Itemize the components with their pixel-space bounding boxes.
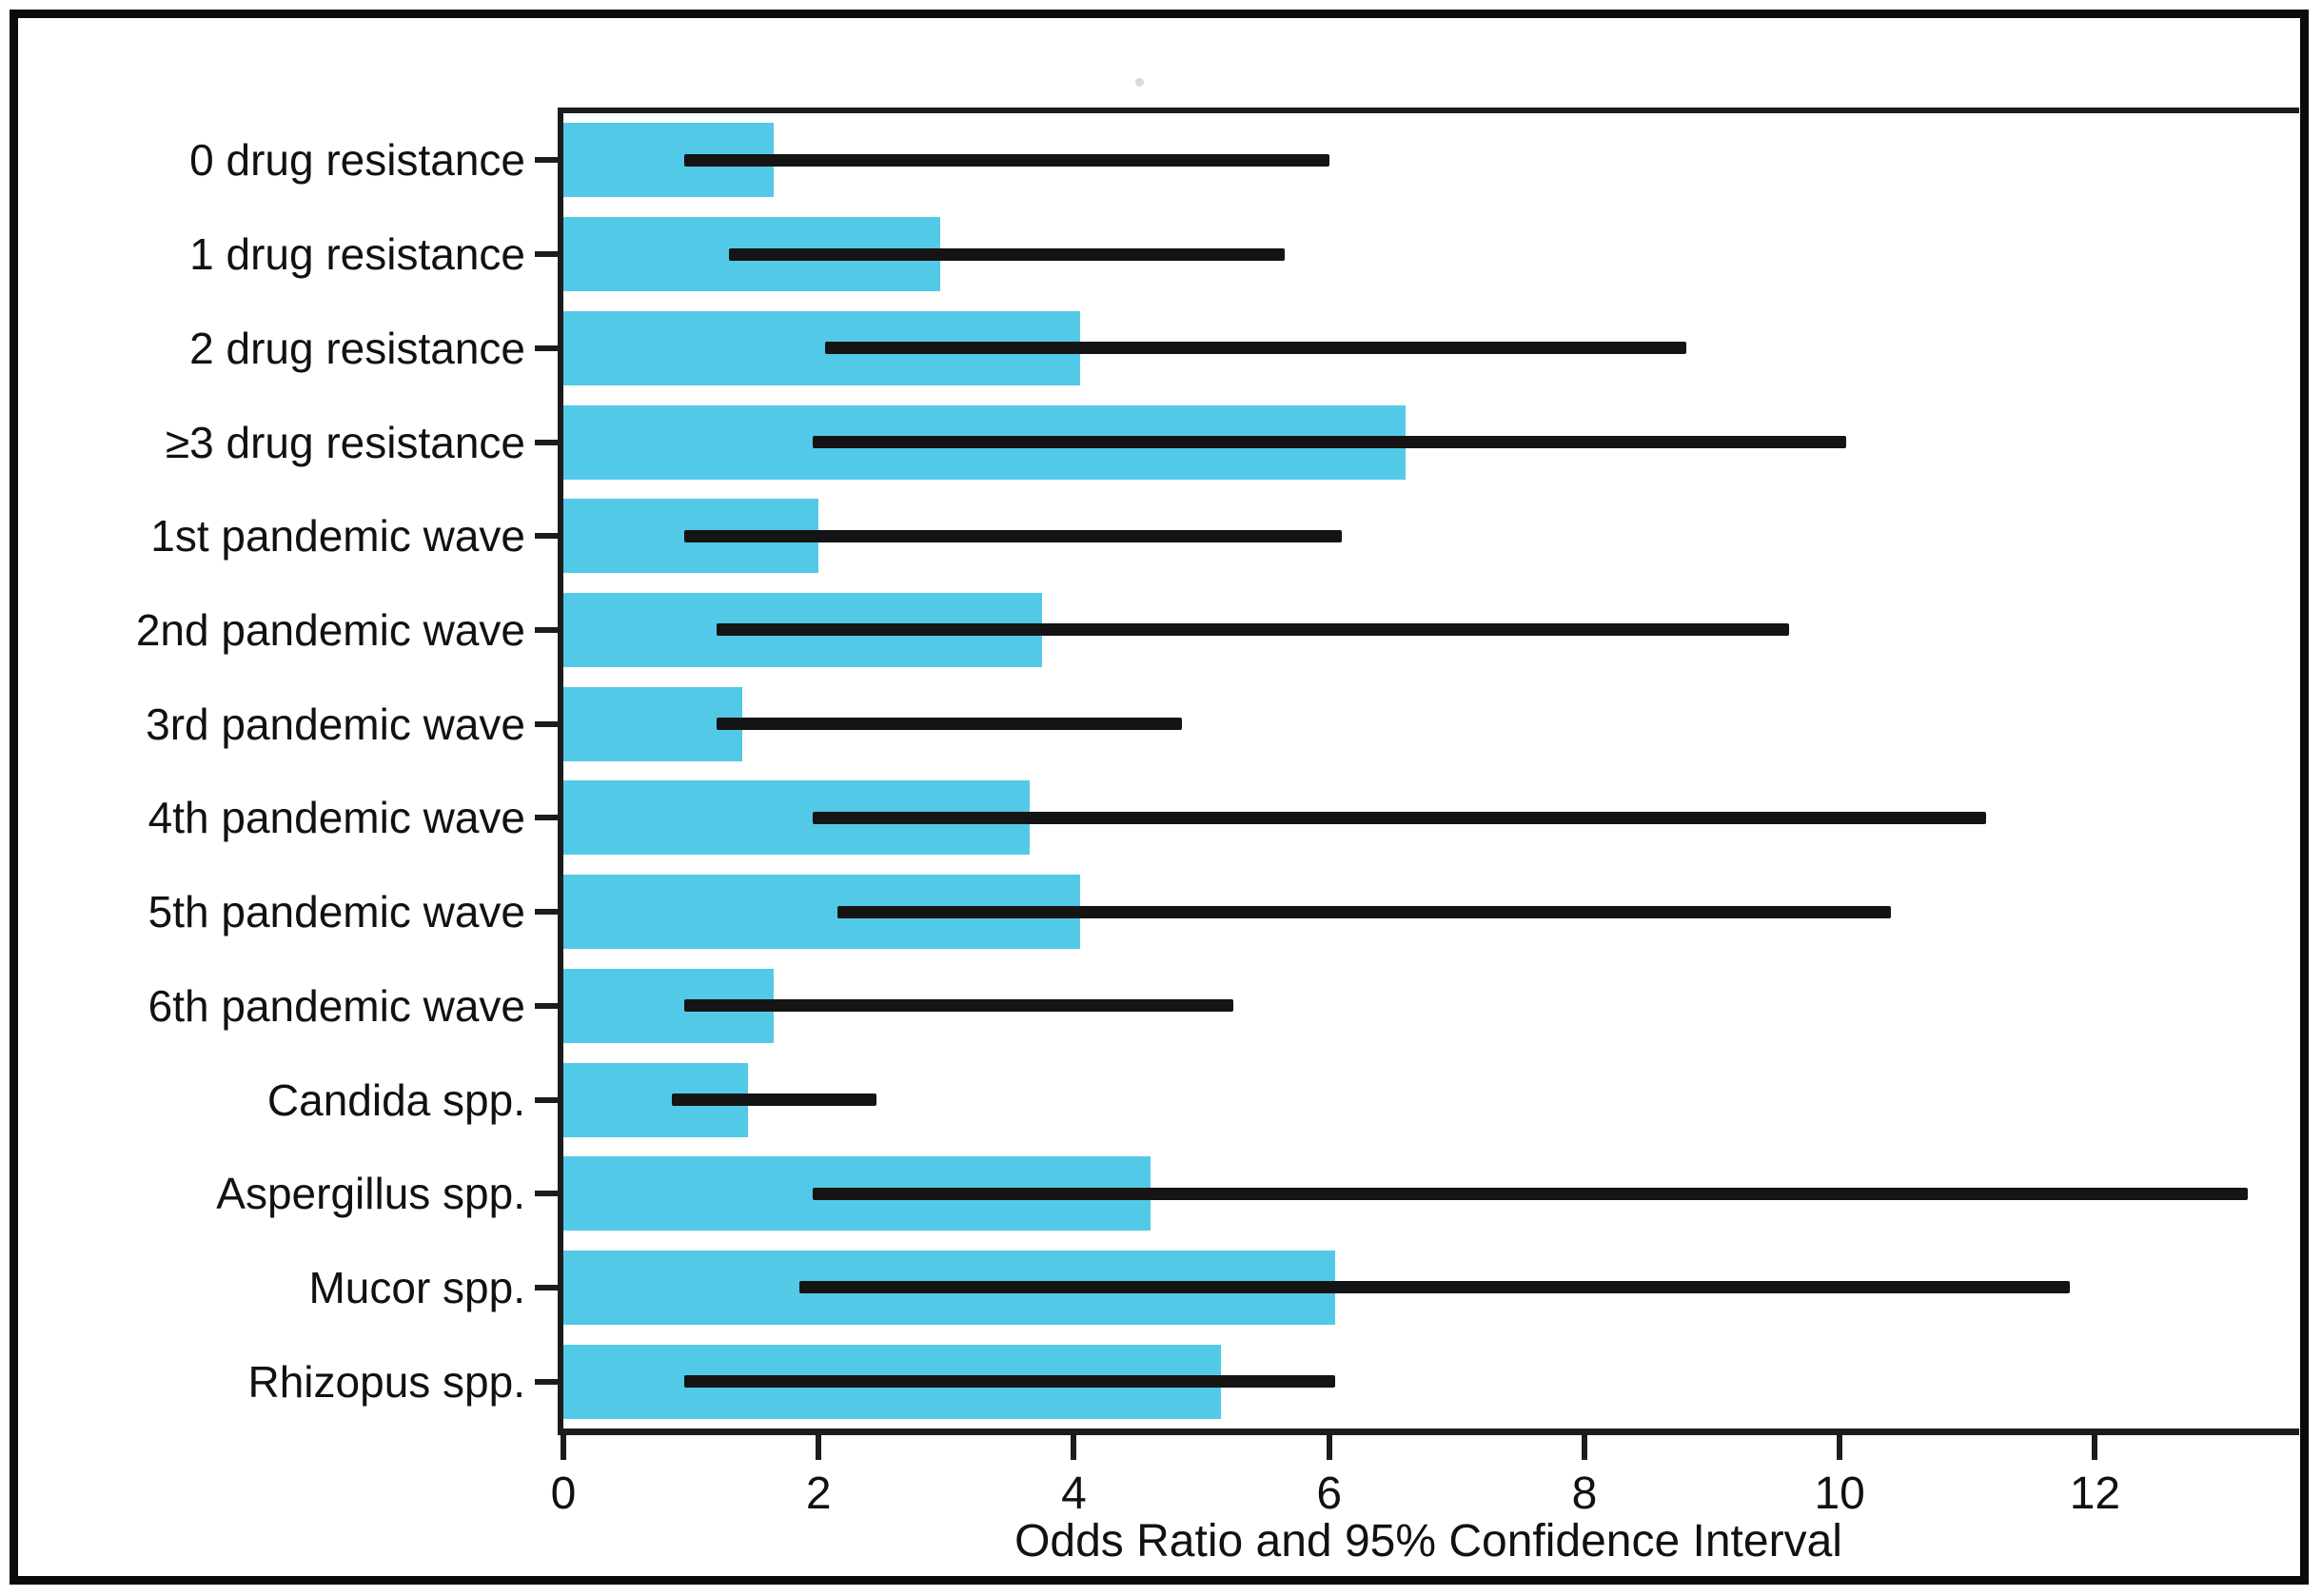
y-tick (535, 720, 558, 727)
confidence-interval-line (684, 153, 1329, 167)
y-axis-category-label: 1 drug resistance (189, 229, 525, 280)
y-axis-category-label: ≥3 drug resistance (165, 417, 525, 467)
stray-mark (1135, 78, 1144, 87)
x-axis-title: Odds Ratio and 95% Confidence Interval (1014, 1516, 1842, 1566)
y-axis-category-label: Mucor spp. (308, 1262, 525, 1312)
confidence-interval-line (824, 342, 1687, 355)
confidence-interval-line (812, 811, 1987, 824)
x-tick-label: 2 (805, 1468, 832, 1519)
confidence-interval-line (799, 1281, 2070, 1294)
y-axis-category-label: 5th pandemic wave (148, 887, 525, 937)
x-tick-label: 4 (1061, 1468, 1087, 1519)
y-axis-category-label: 2 drug resistance (189, 323, 525, 373)
y-tick (535, 1378, 558, 1385)
x-tick (1581, 1435, 1587, 1460)
y-tick (535, 1002, 558, 1009)
y-axis-category-label: Aspergillus spp. (216, 1169, 525, 1219)
x-tick-label: 0 (550, 1468, 577, 1519)
confidence-interval-line (684, 999, 1234, 1013)
x-tick (1837, 1435, 1843, 1460)
y-axis-category-label: Candida spp. (266, 1074, 525, 1125)
y-tick (535, 251, 558, 258)
y-axis-category-label: 3rd pandemic wave (146, 699, 525, 749)
x-tick (2092, 1435, 2098, 1460)
odds-ratio-bar (563, 686, 742, 761)
confidence-interval-line (672, 1094, 876, 1106)
y-axis-category-label: 4th pandemic wave (148, 793, 525, 843)
x-tick (561, 1435, 566, 1460)
y-tick (535, 1191, 558, 1197)
x-tick-label: 10 (1814, 1468, 1865, 1519)
x-tick-label: 6 (1316, 1468, 1343, 1519)
y-axis-category-label: 1st pandemic wave (150, 511, 525, 562)
x-tick (1071, 1435, 1077, 1460)
y-tick (535, 345, 558, 351)
confidence-interval-line (716, 718, 1183, 731)
confidence-interval-line (837, 905, 1891, 918)
y-axis-category-label: Rhizopus spp. (247, 1356, 526, 1407)
x-tick-label: 8 (1571, 1468, 1598, 1519)
y-tick (535, 1096, 558, 1103)
y-tick (535, 909, 558, 916)
confidence-interval-line (812, 436, 1846, 448)
y-axis-category-label: 0 drug resistance (189, 135, 525, 186)
y-tick (535, 626, 558, 633)
y-tick (535, 157, 558, 164)
confidence-interval-line (729, 247, 1285, 261)
x-tick (816, 1435, 822, 1460)
confidence-interval-line (812, 1187, 2249, 1200)
y-tick (535, 1284, 558, 1291)
y-tick (535, 533, 558, 540)
y-tick (535, 815, 558, 821)
confidence-interval-line (684, 529, 1343, 542)
y-axis-category-label: 2nd pandemic wave (135, 604, 525, 655)
y-tick (535, 439, 558, 445)
confidence-interval-line (684, 1375, 1336, 1389)
confidence-interval-line (716, 623, 1789, 637)
x-tick-label: 12 (2069, 1468, 2121, 1519)
plot-area (558, 108, 2299, 1435)
y-axis-category-label: 6th pandemic wave (148, 980, 525, 1031)
x-tick (1326, 1435, 1332, 1460)
